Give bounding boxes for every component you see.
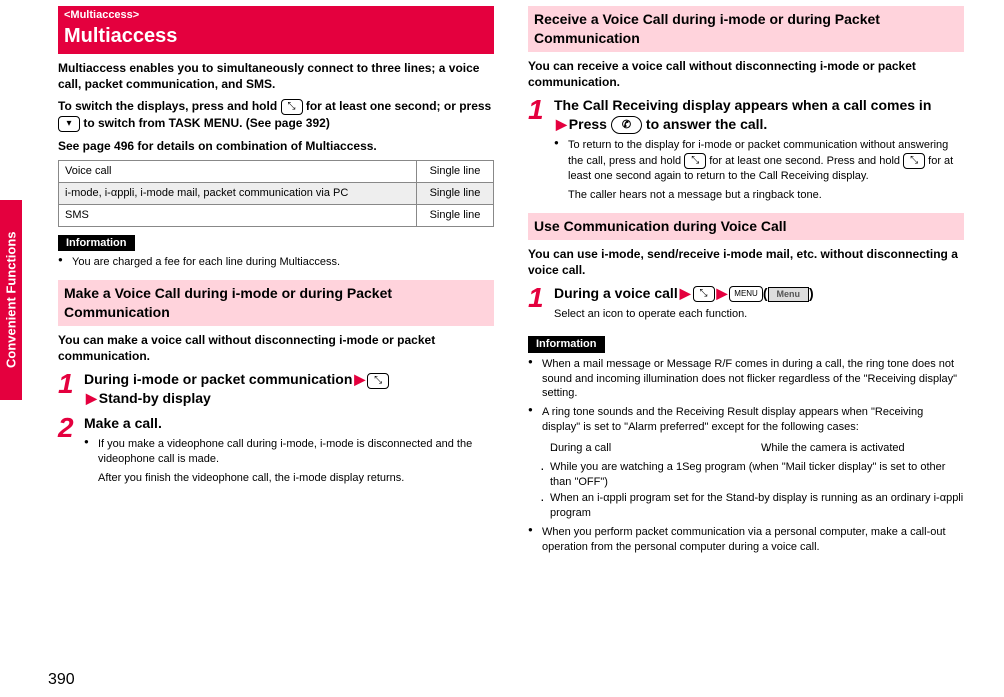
step-sub: Select an icon to operate each function. xyxy=(554,307,964,322)
cell: Single line xyxy=(416,182,493,204)
section-intro: You can receive a voice call without dis… xyxy=(528,58,964,90)
step-bullet: To return to the display for i-mode or p… xyxy=(554,138,964,184)
text: The Call Receiving display appears when … xyxy=(554,97,931,113)
right-column: Receive a Voice Call during i-mode or du… xyxy=(518,0,974,697)
step-1b: 1 During a voice call▶⤡▶MENU(Menu) Selec… xyxy=(528,284,964,322)
text: to answer the call. xyxy=(642,116,767,132)
table-row: i-mode, i-αppli, i-mode mail, packet com… xyxy=(59,182,494,204)
menu-image-icon: Menu xyxy=(768,287,810,302)
multi-key-icon: ⤡ xyxy=(281,99,303,115)
information-badge: Information xyxy=(58,235,135,252)
feature-title: Multiaccess xyxy=(64,23,488,50)
info-bullet: When you perform packet communication vi… xyxy=(528,525,964,555)
text: Press xyxy=(569,116,611,132)
info-bullet: You are charged a fee for each line duri… xyxy=(58,255,494,270)
sub-bullet: While the camera is activated xyxy=(753,441,964,456)
sub-bullet: During a call xyxy=(542,441,753,456)
sub-bullet-row: During a call While the camera is activa… xyxy=(528,439,964,458)
cell: Single line xyxy=(416,204,493,226)
step-number: 2 xyxy=(58,414,84,485)
step-body: During i-mode or packet communication▶⤡ … xyxy=(84,370,494,408)
section-heading: Make a Voice Call during i-mode or durin… xyxy=(58,280,494,326)
section-heading: Receive a Voice Call during i-mode or du… xyxy=(528,6,964,52)
menu-key-icon: MENU xyxy=(729,286,763,302)
multi-key-icon: ⤡ xyxy=(367,373,389,389)
step-number: 1 xyxy=(528,96,554,203)
arrow-icon: ▶ xyxy=(556,116,567,132)
step-number: 1 xyxy=(528,284,554,322)
text: During a voice call xyxy=(554,285,678,301)
cell: SMS xyxy=(59,204,417,226)
left-column: <Multiaccess> Multiaccess Multiaccess en… xyxy=(48,0,504,697)
section-intro: You can make a voice call without discon… xyxy=(58,332,494,364)
feature-tag: <Multiaccess> xyxy=(64,8,488,23)
step-note: After you finish the videophone call, th… xyxy=(84,471,494,486)
arrow-icon: ▶ xyxy=(86,390,97,406)
step-body: During a voice call▶⤡▶MENU(Menu) Select … xyxy=(554,284,964,322)
arrow-icon: ▶ xyxy=(354,371,365,387)
information-badge: Information xyxy=(528,336,605,353)
step-1: 1 The Call Receiving display appears whe… xyxy=(528,96,964,203)
table-row: SMSSingle line xyxy=(59,204,494,226)
text: During i-mode or packet communication xyxy=(84,371,352,387)
arrow-icon: ▶ xyxy=(717,285,728,301)
section-heading: Use Communication during Voice Call xyxy=(528,213,964,240)
text: To switch the displays, press and hold xyxy=(58,99,281,113)
step-number: 1 xyxy=(58,370,84,408)
multi-key-icon: ⤡ xyxy=(903,153,925,169)
intro-3: See page 496 for details on combination … xyxy=(58,138,494,154)
intro-1: Multiaccess enables you to simultaneousl… xyxy=(58,60,494,92)
text: Stand-by display xyxy=(99,390,211,406)
lines-table: Voice callSingle line i-mode, i-αppli, i… xyxy=(58,160,494,227)
cell: Voice call xyxy=(59,161,417,183)
title-block: <Multiaccess> Multiaccess xyxy=(58,6,494,54)
info-bullet: When a mail message or Message R/F comes… xyxy=(528,357,964,402)
intro-2: To switch the displays, press and hold ⤡… xyxy=(58,98,494,132)
call-key-icon: ✆ xyxy=(611,116,642,134)
text: to switch from TASK MENU. (See page 392) xyxy=(80,116,330,130)
multi-key-icon: ⤡ xyxy=(693,286,715,302)
down-key-icon: ▾ xyxy=(58,116,80,132)
step-note: The caller hears not a message but a rin… xyxy=(554,188,964,203)
multi-key-icon: ⤡ xyxy=(684,153,706,169)
cell: Single line xyxy=(416,161,493,183)
arrow-icon: ▶ xyxy=(680,285,691,301)
text: for at least one second. Press and hold xyxy=(706,155,903,167)
page-number: 390 xyxy=(48,671,75,689)
cell: i-mode, i-αppli, i-mode mail, packet com… xyxy=(59,182,417,204)
info-bullet: A ring tone sounds and the Receiving Res… xyxy=(528,405,964,435)
sub-bullet: While you are watching a 1Seg program (w… xyxy=(528,460,964,490)
sub-bullet: When an i-αppli program set for the Stan… xyxy=(528,491,964,521)
step-2: 2 Make a call. If you make a videophone … xyxy=(58,414,494,485)
step-body: The Call Receiving display appears when … xyxy=(554,96,964,203)
step-body: Make a call. If you make a videophone ca… xyxy=(84,414,494,485)
section-intro: You can use i-mode, send/receive i-mode … xyxy=(528,246,964,278)
step-bullet: If you make a videophone call during i-m… xyxy=(84,437,494,467)
table-row: Voice callSingle line xyxy=(59,161,494,183)
side-tab: Convenient Functions xyxy=(0,200,22,400)
step-1: 1 During i-mode or packet communication▶… xyxy=(58,370,494,408)
text: for at least one second; or press xyxy=(303,99,492,113)
text: Make a call. xyxy=(84,415,162,431)
